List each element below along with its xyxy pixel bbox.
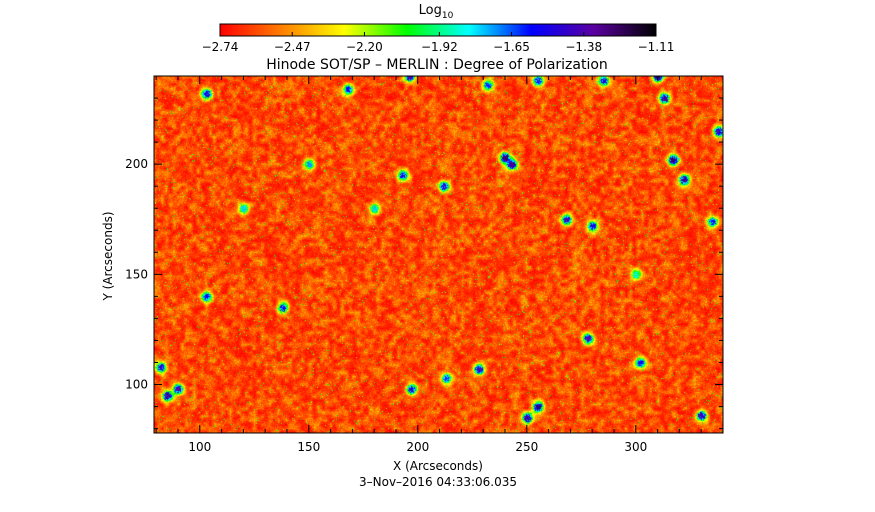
colorbar-tick-label: −2.74 — [202, 40, 239, 54]
colorbar-tick-label: −2.47 — [274, 40, 311, 54]
colorbar — [219, 23, 657, 37]
x-tick-label: 250 — [515, 440, 538, 454]
y-axis-label: Y (Arcseconds) — [101, 211, 115, 301]
colorbar-tick-label: −2.20 — [346, 40, 383, 54]
colorbar-label-subscript: 10 — [442, 11, 454, 21]
colorbar-tick-label: −1.38 — [565, 40, 602, 54]
x-tick-label: 100 — [188, 440, 211, 454]
x-axis-label: X (Arcseconds) — [393, 459, 483, 473]
y-tick-label: 200 — [125, 157, 148, 171]
observation-timestamp: 3–Nov–2016 04:33:06.035 — [359, 475, 517, 489]
colorbar-tick-label: −1.92 — [421, 40, 458, 54]
colorbar-label: Log10 — [419, 3, 454, 21]
colorbar-label-base: Log — [419, 3, 442, 18]
y-axis: 100 150 200 — [125, 75, 723, 430]
x-tick-label: 150 — [297, 440, 320, 454]
plot-frame — [153, 75, 724, 434]
x-axis: 100 150 200 250 300 — [155, 76, 724, 454]
polarization-map — [154, 76, 723, 433]
x-tick-label: 300 — [624, 440, 647, 454]
colorbar-tick-label: −1.11 — [638, 40, 675, 54]
chart-title: Hinode SOT/SP – MERLIN : Degree of Polar… — [266, 57, 608, 73]
colorbar-tick-label: −1.65 — [493, 40, 530, 54]
colorbar-ticks: −2.74 −2.47 −2.20 −1.92 −1.65 −1.38 −1.11 — [202, 32, 675, 54]
y-tick-label: 150 — [125, 267, 148, 281]
x-tick-label: 200 — [406, 440, 429, 454]
y-tick-label: 100 — [125, 378, 148, 392]
